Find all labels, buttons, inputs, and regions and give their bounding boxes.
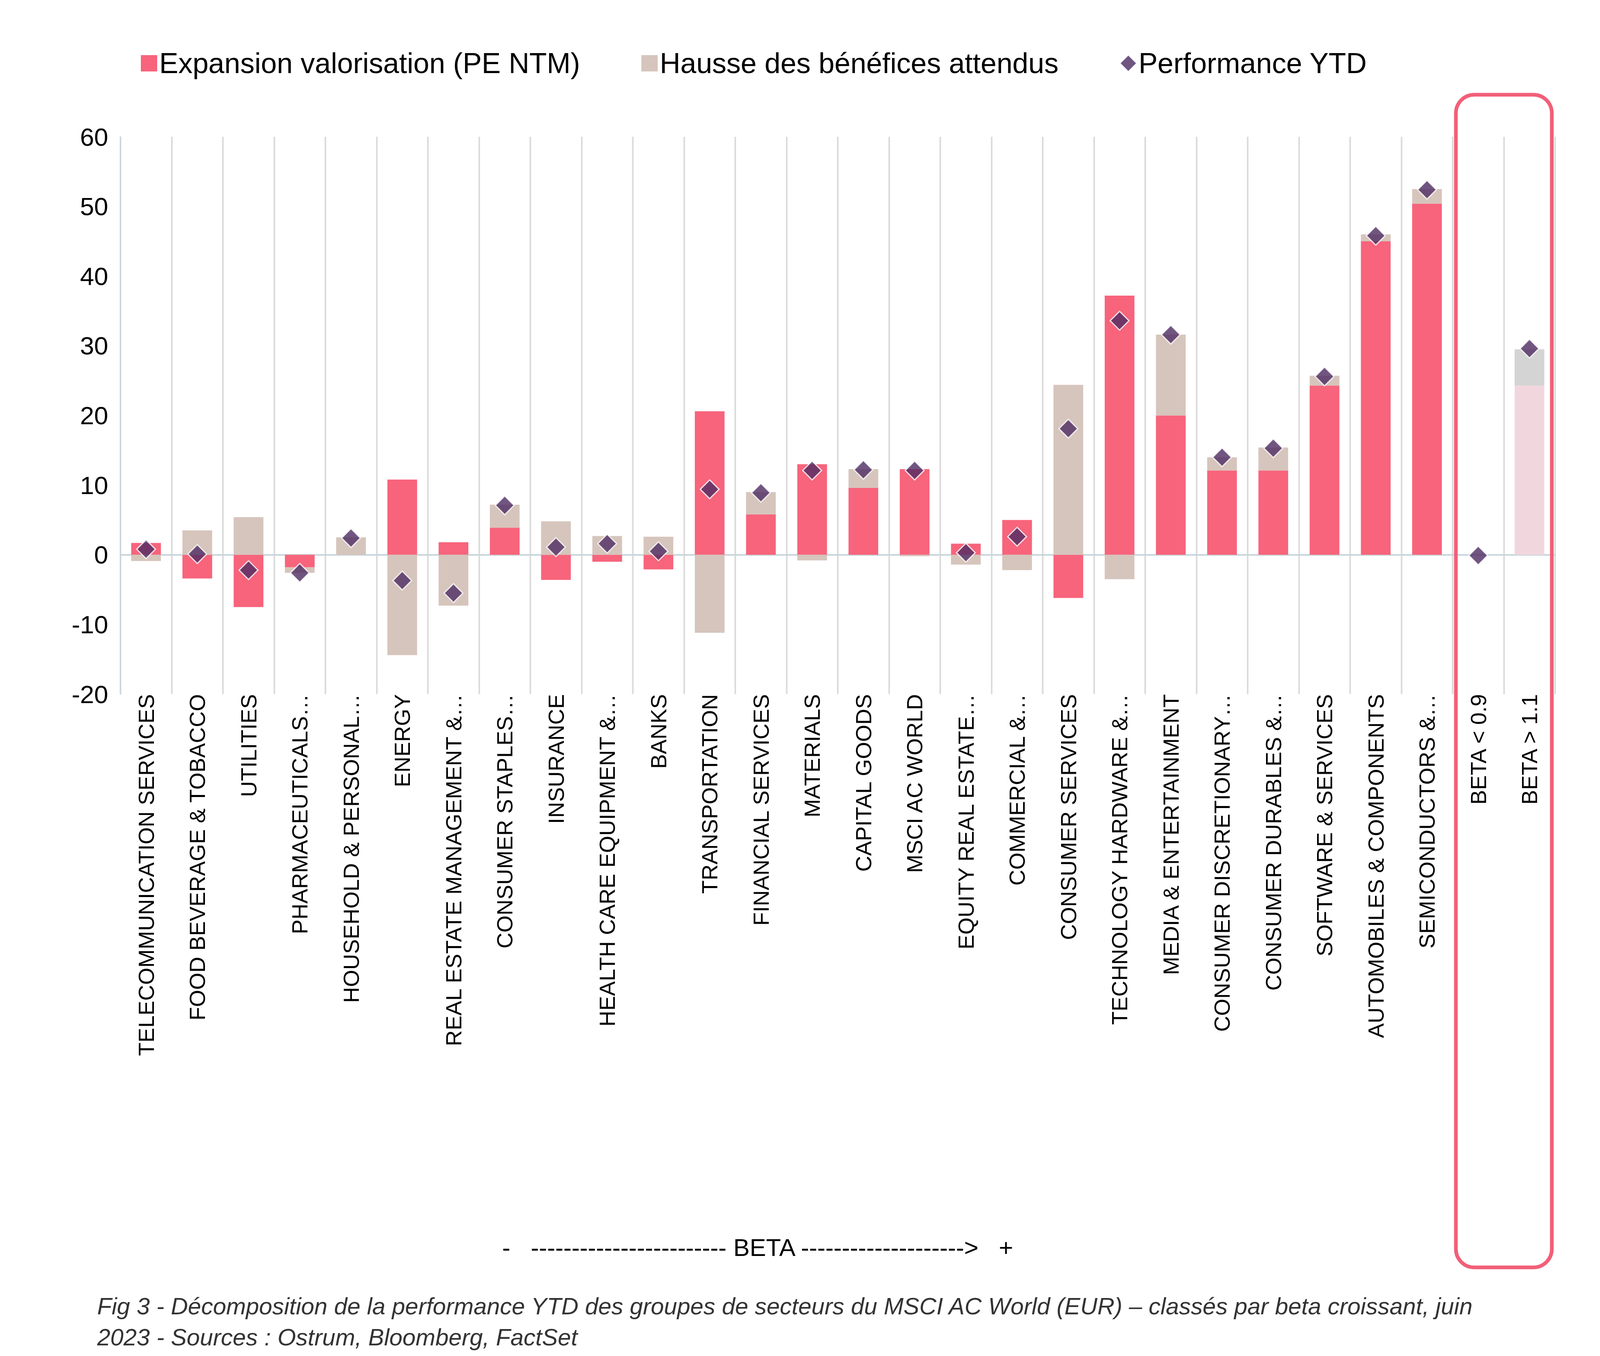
svg-text:MEDIA & ENTERTAINMENT: MEDIA & ENTERTAINMENT — [1158, 694, 1184, 975]
svg-text:FINANCIAL SERVICES: FINANCIAL SERVICES — [748, 694, 774, 926]
svg-text:SEMICONDUCTORS &…: SEMICONDUCTORS &… — [1414, 694, 1440, 949]
svg-text:MATERIALS: MATERIALS — [799, 694, 825, 818]
svg-text:TRANSPORTATION: TRANSPORTATION — [697, 694, 722, 894]
svg-text:60: 60 — [80, 122, 109, 152]
svg-text:CONSUMER DURABLES &…: CONSUMER DURABLES &… — [1261, 694, 1286, 991]
svg-text:- ------------------------ B: - ------------------------ BETA --------… — [502, 1233, 1014, 1262]
svg-text:TELECOMMUNICATION SERVICES: TELECOMMUNICATION SERVICES — [133, 694, 159, 1056]
svg-text:40: 40 — [80, 262, 109, 291]
svg-text:UTILITIES: UTILITIES — [236, 694, 261, 797]
svg-text:INSURANCE: INSURANCE — [543, 694, 569, 824]
svg-text:-10: -10 — [71, 610, 109, 639]
svg-text:Performance YTD: Performance YTD — [1138, 47, 1367, 80]
svg-text:20: 20 — [80, 401, 109, 430]
svg-text:Hausse des bénéfices attendus: Hausse des bénéfices attendus — [659, 47, 1059, 80]
svg-text:SOFTWARE & SERVICES: SOFTWARE & SERVICES — [1312, 694, 1337, 957]
svg-text:CONSUMER STAPLES…: CONSUMER STAPLES… — [492, 694, 517, 949]
svg-text:Fig 3 - Décomposition de la pe: Fig 3 - Décomposition de la performance … — [97, 1292, 1480, 1320]
svg-text:MSCI AC WORLD: MSCI AC WORLD — [902, 694, 927, 873]
svg-text:2023 - Sources : Ostrum, Bloom: 2023 - Sources : Ostrum, Bloomberg, Fact… — [96, 1323, 579, 1351]
svg-text:50: 50 — [80, 192, 109, 221]
svg-text:HEALTH CARE EQUIPMENT &…: HEALTH CARE EQUIPMENT &… — [594, 694, 620, 1027]
svg-text:CAPITAL GOODS: CAPITAL GOODS — [851, 694, 876, 872]
svg-text:PHARMACEUTICALS…: PHARMACEUTICALS… — [287, 694, 312, 935]
svg-text:Expansion valorisation (PE NTM: Expansion valorisation (PE NTM) — [159, 47, 581, 80]
svg-text:REAL ESTATE MANAGEMENT &…: REAL ESTATE MANAGEMENT &… — [441, 694, 466, 1046]
svg-text:EQUITY REAL ESTATE…: EQUITY REAL ESTATE… — [953, 694, 979, 950]
svg-text:BETA < 0.9: BETA < 0.9 — [1466, 694, 1491, 805]
svg-text:CONSUMER SERVICES: CONSUMER SERVICES — [1056, 694, 1081, 940]
svg-text:COMMERCIAL &…: COMMERCIAL &… — [1004, 694, 1030, 886]
svg-text:FOOD BEVERAGE & TOBACCO: FOOD BEVERAGE & TOBACCO — [184, 694, 210, 1021]
svg-text:TECHNOLOGY HARDWARE &…: TECHNOLOGY HARDWARE &… — [1107, 694, 1132, 1025]
svg-text:-20: -20 — [71, 680, 109, 709]
svg-text:0: 0 — [94, 540, 109, 569]
svg-text:HOUSEHOLD & PERSONAL…: HOUSEHOLD & PERSONAL… — [338, 694, 364, 1003]
svg-text:10: 10 — [80, 471, 109, 500]
svg-text:ENERGY: ENERGY — [389, 694, 415, 788]
svg-text:CONSUMER DISCRETIONARY…: CONSUMER DISCRETIONARY… — [1209, 694, 1235, 1032]
svg-text:30: 30 — [80, 331, 109, 360]
svg-text:BANKS: BANKS — [646, 694, 671, 769]
svg-text:BETA > 1.1: BETA > 1.1 — [1517, 694, 1542, 805]
svg-text:AUTOMOBILES & COMPONENTS: AUTOMOBILES & COMPONENTS — [1363, 694, 1389, 1038]
